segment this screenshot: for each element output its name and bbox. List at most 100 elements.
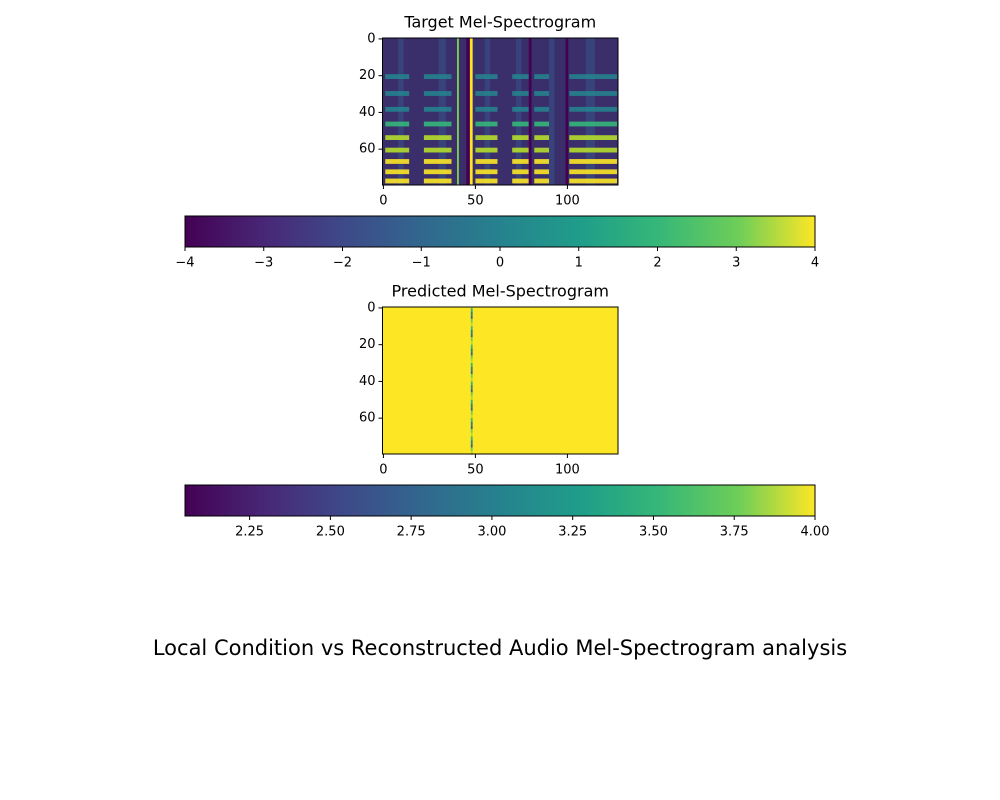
texture — [470, 315, 473, 319]
texture — [534, 74, 550, 79]
texture — [569, 147, 618, 153]
texture — [512, 169, 529, 175]
texture — [470, 381, 473, 386]
texture — [470, 348, 473, 352]
texture — [423, 135, 452, 140]
texture — [512, 159, 529, 164]
texture — [457, 38, 459, 185]
texture — [470, 359, 473, 363]
texture — [469, 38, 473, 185]
texture — [423, 169, 452, 175]
texture — [569, 135, 618, 140]
colorbar-tick-label: 1 — [575, 256, 583, 271]
texture — [512, 74, 529, 79]
axes-frame — [382, 306, 619, 455]
texture — [569, 169, 618, 175]
texture — [512, 178, 529, 184]
colorbar-tick-label: 2 — [653, 256, 661, 271]
colorbar-tick-label: −4 — [175, 256, 194, 271]
texture — [423, 178, 452, 184]
colorbar-tick-label: 3.50 — [639, 525, 668, 540]
y-tick-label: 40 — [359, 105, 376, 120]
texture — [385, 169, 410, 175]
texture — [470, 443, 473, 448]
texture — [470, 421, 473, 426]
texture — [475, 106, 498, 112]
texture — [470, 451, 473, 455]
texture — [512, 135, 529, 140]
y-tick-label: 60 — [359, 411, 376, 426]
colorbar-tick-label: 3 — [732, 256, 740, 271]
texture — [475, 121, 498, 127]
texture — [569, 74, 618, 79]
texture — [470, 370, 473, 374]
texture — [470, 414, 473, 419]
texture — [569, 178, 618, 184]
texture — [569, 159, 618, 164]
colorbar — [184, 215, 816, 248]
texture — [549, 38, 555, 185]
texture — [466, 38, 471, 185]
chart-title: Predicted Mel-Spectrogram — [392, 282, 609, 301]
y-tick-label: 40 — [359, 374, 376, 389]
x-tick-label: 100 — [555, 463, 580, 478]
y-tick-label: 20 — [359, 337, 376, 352]
texture — [470, 340, 473, 345]
texture — [385, 91, 410, 96]
y-tick-label: 0 — [367, 31, 375, 46]
colorbar-tick-label: 3.75 — [720, 525, 749, 540]
axes-frame — [382, 37, 619, 186]
texture — [475, 91, 498, 96]
texture — [385, 178, 410, 184]
texture — [470, 399, 473, 404]
texture — [534, 169, 550, 175]
texture — [512, 91, 529, 96]
heatmap-image — [382, 38, 618, 185]
texture — [512, 147, 529, 153]
colorbar-tick-label: 4 — [811, 256, 819, 271]
texture — [470, 366, 473, 371]
texture — [385, 135, 410, 140]
texture — [423, 91, 452, 96]
figure-title: Local Condition vs Reconstructed Audio M… — [153, 636, 847, 660]
texture — [470, 388, 473, 393]
texture — [470, 396, 473, 400]
texture — [470, 385, 473, 389]
texture — [475, 135, 498, 140]
texture — [470, 311, 473, 316]
texture — [470, 429, 473, 433]
texture — [423, 159, 452, 164]
y-tick-label: 20 — [359, 68, 376, 83]
texture — [534, 147, 550, 153]
texture — [470, 352, 473, 356]
texture — [470, 363, 473, 367]
colorbar-tick-label: 3.00 — [477, 525, 506, 540]
colorbar-tick-label: −3 — [254, 256, 273, 271]
texture — [470, 322, 473, 327]
colorbar-tick-label: 2.25 — [235, 525, 264, 540]
texture — [470, 425, 473, 430]
texture — [512, 106, 529, 112]
texture — [569, 121, 618, 127]
texture — [534, 135, 550, 140]
texture — [470, 392, 473, 397]
texture — [470, 418, 473, 422]
texture — [470, 407, 473, 411]
y-tick-label: 0 — [367, 300, 375, 315]
texture — [470, 447, 473, 452]
texture — [470, 440, 473, 444]
texture — [534, 178, 550, 184]
texture — [475, 74, 498, 79]
chart-title: Target Mel-Spectrogram — [403, 13, 596, 32]
colorbar-tick-label: −1 — [412, 256, 431, 271]
texture — [470, 307, 473, 312]
texture — [534, 121, 550, 127]
x-tick-label: 50 — [467, 463, 484, 478]
texture — [385, 121, 410, 127]
texture — [385, 106, 410, 112]
texture — [470, 337, 473, 341]
texture — [423, 74, 452, 79]
texture — [470, 344, 473, 349]
texture — [470, 377, 473, 382]
